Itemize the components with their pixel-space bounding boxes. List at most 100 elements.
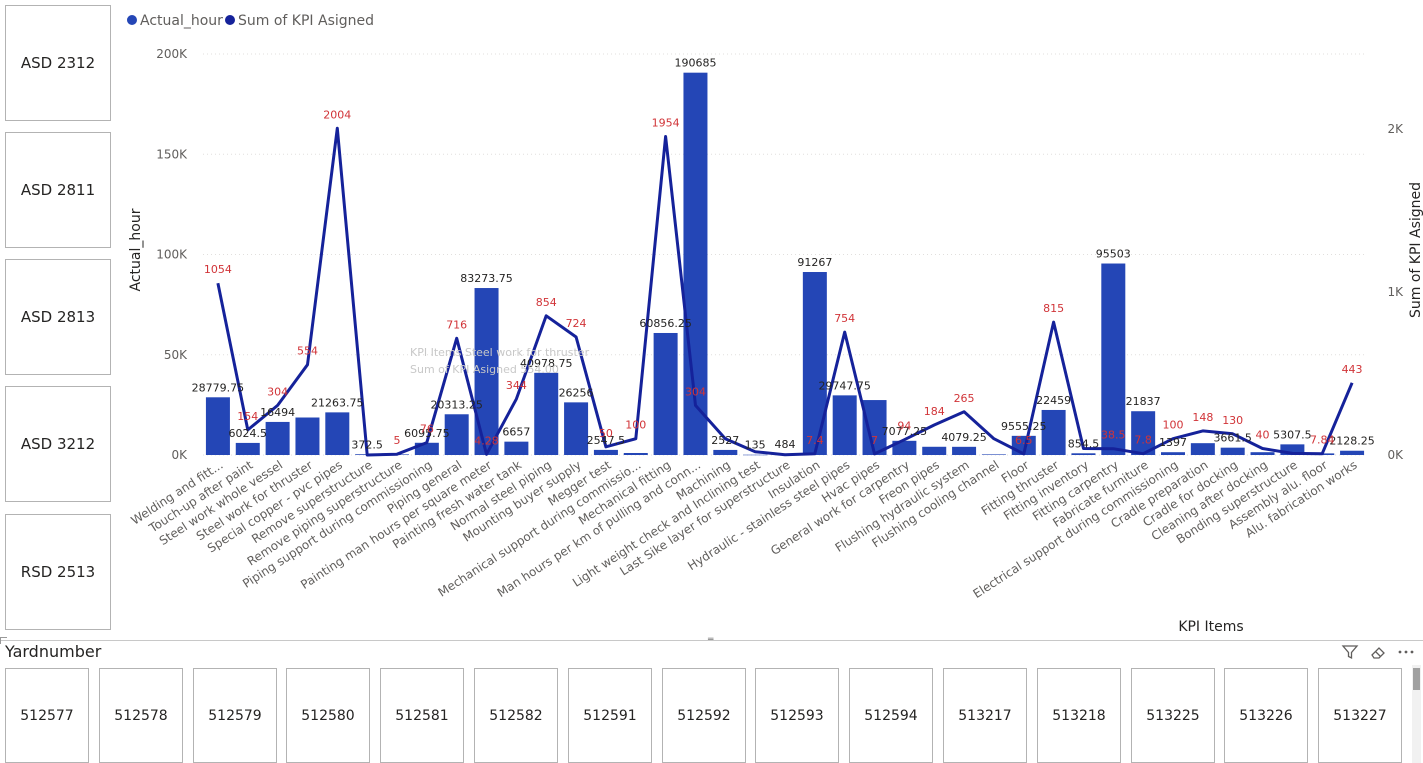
bar [654, 333, 678, 455]
bar-data-label: 4079.25 [941, 431, 987, 444]
y2-tick-label: 0K [1387, 448, 1404, 462]
line-data-label: 184 [924, 405, 945, 418]
bar-data-label: 3661.5 [1213, 432, 1252, 445]
bar-data-label: 20313.25 [430, 398, 483, 411]
bar [594, 450, 618, 455]
line-data-label: 7.8 [1134, 434, 1152, 447]
bar-data-label: 372.5 [351, 438, 383, 451]
slicer-item-asd-3212[interactable]: ASD 3212 [5, 386, 111, 502]
bar-data-label: 83273.75 [460, 272, 513, 285]
bar-data-label: 9555.25 [1001, 420, 1047, 433]
tooltip-line-1: KPI Items Steel work for thruster [410, 344, 589, 361]
more-options-icon[interactable] [1397, 644, 1415, 660]
line-data-label: 100 [625, 419, 646, 432]
bar [266, 422, 290, 455]
bar-data-label: 6024.5 [229, 427, 268, 440]
line-data-label: 154 [237, 410, 258, 423]
yardnumber-item-513227[interactable]: 513227 [1318, 668, 1402, 763]
y-tick-label: 0K [171, 448, 188, 462]
yardnumber-item-512592[interactable]: 512592 [662, 668, 746, 763]
scrollbar-thumb[interactable] [1413, 668, 1420, 690]
y2-axis-title: Sum of KPI Asigned [1408, 182, 1423, 318]
line-data-label: 5 [394, 434, 401, 447]
line-data-label: 554 [297, 345, 318, 358]
bar-data-label: 854.5 [1068, 437, 1100, 450]
bar [504, 442, 528, 455]
yardnumber-item-512591[interactable]: 512591 [568, 668, 652, 763]
line-data-label: 815 [1043, 302, 1064, 315]
filter-icon[interactable] [1341, 644, 1359, 660]
bar [236, 443, 260, 455]
bar [1251, 452, 1275, 455]
yardnumber-item-512578[interactable]: 512578 [99, 668, 183, 763]
bar [206, 397, 230, 455]
bar-data-label: 2527 [711, 434, 739, 447]
line-data-label: 7.84 [1310, 434, 1335, 447]
bar-data-label: 6657 [502, 426, 530, 439]
bar [952, 447, 976, 455]
yardnumber-item-513226[interactable]: 513226 [1224, 668, 1308, 763]
bar [534, 373, 558, 455]
slicer-item-rsd-2513[interactable]: RSD 2513 [5, 514, 111, 630]
yardnumber-item-513218[interactable]: 513218 [1037, 668, 1121, 763]
bar-data-label: 484 [775, 438, 796, 451]
bar-data-label: 5307.5 [1273, 428, 1312, 441]
line-data-label: 1054 [204, 263, 232, 276]
line-data-label: 2004 [323, 108, 351, 121]
slicer-item-asd-2813[interactable]: ASD 2813 [5, 259, 111, 375]
y-tick-label: 200K [156, 47, 188, 61]
yardnumber-item-513217[interactable]: 513217 [943, 668, 1027, 763]
scrollbar[interactable] [1412, 665, 1421, 763]
tooltip-ghost: KPI Items Steel work for thruster Sum of… [410, 344, 589, 378]
bar-data-label: 22459 [1036, 394, 1071, 407]
yardnumber-item-512580[interactable]: 512580 [286, 668, 370, 763]
line-data-label: 754 [834, 312, 855, 325]
bar [624, 453, 648, 455]
line-data-label: 443 [1342, 363, 1363, 376]
yardnumber-item-512581[interactable]: 512581 [380, 668, 464, 763]
y-tick-label: 150K [156, 147, 188, 161]
bar-data-label: 16494 [260, 406, 295, 419]
legend-label-actual-hour: Actual_hour [140, 13, 223, 29]
yardnumber-item-512579[interactable]: 512579 [193, 668, 277, 763]
slicer-item-asd-2811[interactable]: ASD 2811 [5, 132, 111, 248]
bar [295, 418, 319, 455]
bar-data-label: 2128.25 [1329, 435, 1375, 448]
line-data-label: 148 [1192, 411, 1213, 424]
line-data-label: 724 [566, 317, 587, 330]
bar [1221, 448, 1245, 455]
bar-data-label: 91267 [797, 256, 832, 269]
line-data-label: 7 [871, 434, 878, 447]
bar [1340, 451, 1364, 455]
kpi-line [218, 128, 1352, 455]
bar [922, 447, 946, 455]
yardnumber-item-512582[interactable]: 512582 [474, 668, 558, 763]
yardnumber-item-512594[interactable]: 512594 [849, 668, 933, 763]
slicer-item-asd-2312[interactable]: ASD 2312 [5, 5, 111, 121]
bar [1161, 452, 1185, 455]
bar-data-label: 60856.25 [639, 317, 692, 330]
line-data-label: 130 [1222, 414, 1243, 427]
yardnumber-slicer: 512577 512578 512579 512580 512581 512582 5125… [5, 668, 1405, 763]
yardnumber-item-512593[interactable]: 512593 [755, 668, 839, 763]
line-data-label: 265 [954, 392, 975, 405]
y-axis-title: Actual_hour [128, 208, 144, 291]
bar [713, 450, 737, 455]
bar-data-label: 21263.75 [311, 396, 364, 409]
line-data-label: 94 [897, 420, 911, 433]
bar [1191, 443, 1215, 455]
yardnumber-item-513225[interactable]: 513225 [1131, 668, 1215, 763]
x-axis-title: KPI Items [1178, 619, 1243, 635]
bar-data-label: 26256 [559, 386, 594, 399]
resize-handle-icon[interactable]: ═ [708, 637, 720, 643]
bar [325, 412, 349, 455]
eraser-icon[interactable] [1369, 644, 1387, 660]
bar [982, 454, 1006, 455]
bar [833, 395, 857, 455]
tooltip-line-2: Sum of KPI Asigned 554.00 [410, 361, 589, 378]
line-data-label: 4.28 [474, 434, 499, 447]
yardnumber-item-512577[interactable]: 512577 [5, 668, 89, 763]
line-data-label: 344 [506, 379, 527, 392]
y-tick-label: 50K [164, 348, 188, 362]
bar [564, 402, 588, 455]
